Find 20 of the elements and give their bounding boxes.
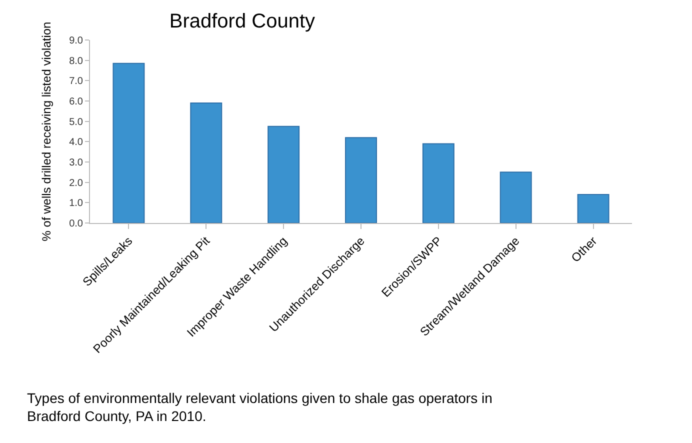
- y-tick-label: 8.0: [69, 56, 84, 67]
- bar: [577, 194, 610, 223]
- y-tick-label: 0.0: [69, 218, 84, 230]
- y-tick-label: 6.0: [69, 96, 84, 108]
- bar: [190, 102, 222, 223]
- y-tick-label: 1.0: [69, 198, 84, 210]
- bar: [268, 126, 300, 223]
- chart-title: Bradford County: [169, 10, 316, 32]
- y-axis-title: % of wells drilled receiving listed violation: [39, 22, 54, 242]
- text: Types of environmentally relevant violations given to shale gas operators in Bradford County, PA in 2010.: [27, 390, 492, 424]
- y-tick-label: 5.0: [69, 116, 84, 128]
- y-tick-label: 9.0: [69, 36, 84, 46]
- bar: [500, 172, 532, 223]
- bar: [112, 62, 145, 223]
- bar: [422, 143, 454, 223]
- y-tick-label: 7.0: [69, 76, 84, 88]
- bar: [345, 137, 377, 223]
- y-tick-label: 3.0: [69, 158, 84, 168]
- y-tick-label: 2.0: [69, 178, 84, 189]
- y-tick-label: 4.0: [69, 137, 84, 148]
